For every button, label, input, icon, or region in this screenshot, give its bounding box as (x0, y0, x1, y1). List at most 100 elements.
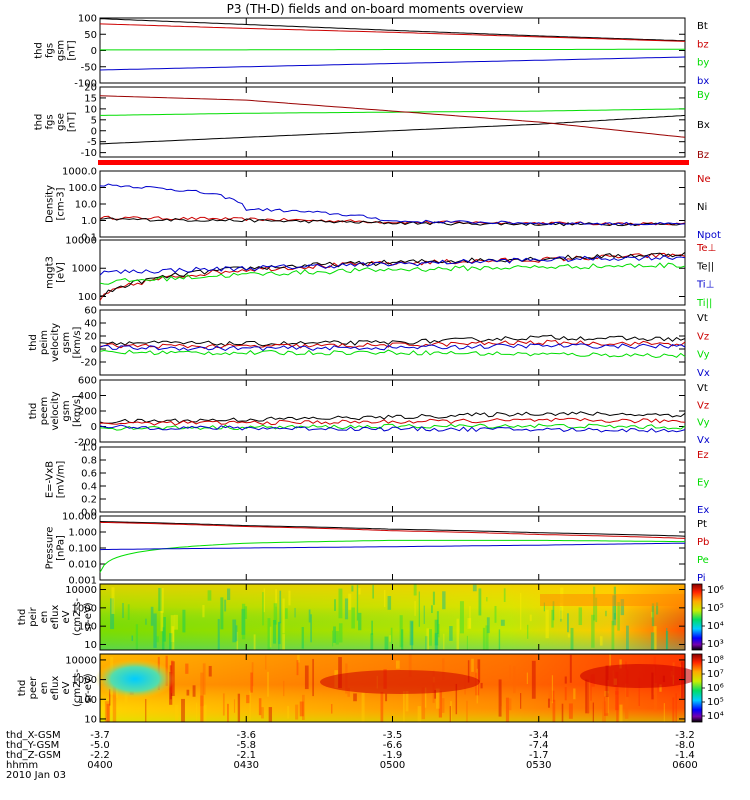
y-tick-label: 1000.0 (62, 167, 97, 178)
panel-frame (99, 515, 686, 581)
y-tick-label: 40 (84, 319, 97, 330)
legend-label: Npot (697, 230, 721, 241)
legend-label: bz (697, 39, 709, 50)
legend-label: Pe (697, 555, 709, 566)
y-tick-label: 100 (78, 622, 97, 633)
y-tick-label: 20 (84, 332, 97, 343)
footer-value: -3.2 (675, 730, 695, 741)
y-tick-label: 10000 (65, 236, 97, 247)
y-tick-label: 10 (84, 640, 97, 651)
y-tick-label: 0.010 (68, 560, 97, 571)
series-line-Npot (99, 183, 686, 226)
panel-frame (99, 379, 686, 443)
y-tick-label: 20 (84, 83, 97, 94)
legend-label: Bx (697, 120, 710, 131)
y-axis-label: mqgt3[eV] (45, 256, 67, 289)
y-tick-label: 1.000 (68, 528, 97, 539)
legend-label: Ex (697, 505, 709, 516)
y-tick-label: 10 (84, 104, 97, 115)
y-tick-label: 100 (78, 14, 97, 25)
series-line-Ti⊥ (99, 254, 686, 276)
y-tick-label: 100.0 (68, 183, 97, 194)
panel-10: 10⁸ 10⁷ 10⁶ 10⁵ 10⁴ 10000 1000 100 10 thdpeerenef… (17, 653, 724, 725)
series-line-Pe (99, 539, 685, 573)
y-tick-label: 1000 (72, 675, 97, 686)
series-line-Vt (99, 411, 686, 424)
y-axis-label: thdpeemvelocitygsm[km/s] (28, 391, 83, 430)
panel-frame (99, 86, 686, 158)
panel-3: 1000.0 100.0 10.0 1.0 0.1 Density[cm-3] Ne Ni Np… (45, 167, 721, 244)
y-tick-label: -5 (87, 137, 97, 148)
y-tick-label: 0.100 (68, 544, 97, 555)
series-line-Bz (99, 95, 686, 138)
legend-label: Ni (697, 202, 707, 213)
colorbar-tick-label: 10³ (707, 639, 724, 650)
footer-value: -3.5 (383, 730, 403, 741)
legend-label: Pi (697, 573, 706, 584)
footer-value: -5.0 (90, 740, 110, 751)
footer-value: -6.6 (383, 740, 403, 751)
legend-label: Te|| (696, 261, 714, 272)
y-tick-label: -20 (81, 358, 97, 369)
legend-label: Vz (697, 331, 709, 342)
y-axis-label: thdpeerenefluxeV(cm2-s-sr-eV) (17, 669, 94, 707)
series-line-Vz (99, 417, 686, 426)
legend-label: Bz (697, 150, 709, 161)
footer-row-label: thd_Z-GSM (6, 750, 61, 761)
y-tick-label: 0.6 (81, 469, 97, 480)
y-tick-label: 10000 (65, 655, 97, 666)
legend-label: Pb (697, 537, 709, 548)
legend-label: Vy (697, 418, 710, 429)
y-tick-label: 50 (84, 30, 97, 41)
footer-value: -7.4 (529, 740, 549, 751)
figure-title: P3 (TH-D) fields and on-board moments ov… (227, 2, 524, 16)
y-tick-label: 0.0 (81, 508, 97, 519)
legend-label: Vz (697, 400, 709, 411)
legend-label: Vx (697, 435, 710, 446)
legend-label: Pt (697, 519, 707, 530)
series-line-Vy (99, 349, 686, 359)
y-tick-label: 0 (91, 46, 97, 57)
panel-frame (99, 170, 686, 238)
footer-value: 0600 (672, 760, 697, 771)
series-line-Ni (99, 217, 686, 227)
legend-label: Bt (697, 21, 708, 32)
footer-ephemeris: thd_X-GSM -3.7 -3.6 -3.5 -3.4 -3.2 thd_Y-GSM -5… (6, 730, 698, 781)
spectrogram-texture (110, 584, 669, 650)
y-tick-label: 1000 (72, 264, 97, 275)
panel-4: 10000 1000 100 mqgt3[eV] Te⊥ Te|| Ti⊥ Ti|| (45, 236, 717, 310)
series-line-Ti|| (99, 262, 686, 285)
colorbar (691, 653, 703, 723)
y-tick-label: 400 (78, 391, 97, 402)
footer-value: -3.6 (236, 730, 256, 741)
high-flux-band-2 (580, 664, 700, 688)
legend-label: Ti|| (696, 298, 712, 309)
y-tick-label: 600 (78, 376, 97, 387)
low-energy-feature (95, 659, 175, 699)
footer-value: -1.7 (529, 750, 549, 761)
series-line-bz (99, 23, 686, 42)
legend-label: bx (697, 76, 709, 87)
colorbar (691, 583, 703, 651)
y-tick-label: 0.001 (68, 576, 97, 587)
y-tick-label: 60 (84, 306, 97, 317)
quality-flag-bar (98, 160, 689, 165)
footer-value: -3.7 (90, 730, 110, 741)
colorbar-tick-label: 10⁶ (707, 683, 724, 694)
footer-value: 0430 (234, 760, 259, 771)
y-axis-label: thdpeirenefluxeV(cm2-s-sr-eV) (17, 598, 94, 636)
footer-value: 0500 (380, 760, 405, 771)
y-axis-label: thdfgsgsm[nT] (34, 40, 78, 61)
footer-row-label: hhmm (6, 760, 38, 771)
footer-value: -2.2 (90, 750, 110, 761)
y-axis-label: Pressure[nPa] (45, 527, 67, 570)
footer-row-label: thd_Y-GSM (6, 740, 59, 751)
y-axis-label: E=-VxB[mV/m] (45, 461, 67, 499)
footer-row-label: thd_X-GSM (6, 730, 61, 741)
y-tick-label: -200 (74, 438, 97, 449)
y-tick-label: 200 (78, 407, 97, 418)
colorbar-tick-label: 10⁴ (707, 621, 724, 632)
